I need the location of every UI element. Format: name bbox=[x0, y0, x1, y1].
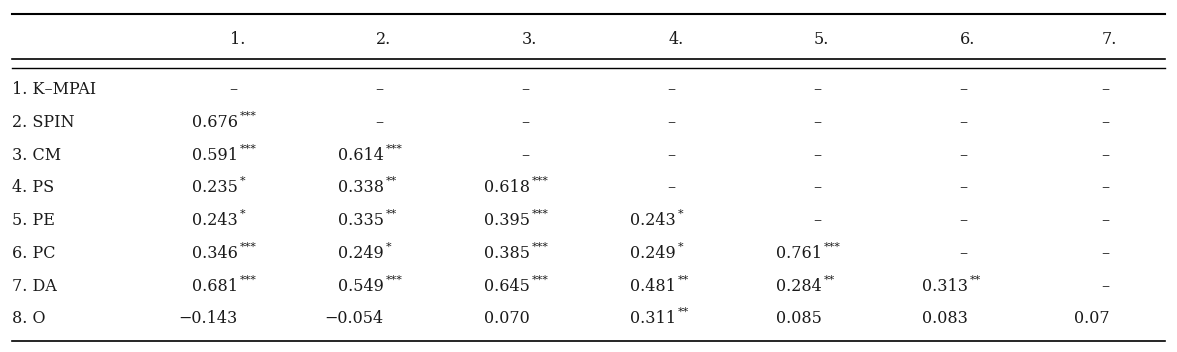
Text: 0.249: 0.249 bbox=[338, 245, 384, 262]
Text: ***: *** bbox=[386, 275, 403, 284]
Text: 0.385: 0.385 bbox=[484, 245, 530, 262]
Text: 0.249: 0.249 bbox=[630, 245, 676, 262]
Text: –: – bbox=[1102, 147, 1110, 164]
Text: –: – bbox=[1102, 278, 1110, 295]
Text: 0.235: 0.235 bbox=[192, 180, 238, 196]
Text: 0.481: 0.481 bbox=[630, 278, 676, 295]
Text: 0.243: 0.243 bbox=[630, 212, 676, 229]
Text: –: – bbox=[959, 81, 967, 98]
Text: –: – bbox=[959, 114, 967, 131]
Text: 0.338: 0.338 bbox=[338, 180, 384, 196]
Text: 0.083: 0.083 bbox=[922, 310, 967, 327]
Text: **: ** bbox=[970, 275, 982, 284]
Text: 0.085: 0.085 bbox=[776, 310, 822, 327]
Text: −0.054: −0.054 bbox=[325, 310, 384, 327]
Text: ***: *** bbox=[532, 176, 548, 186]
Text: 3.: 3. bbox=[523, 31, 538, 48]
Text: 0.243: 0.243 bbox=[192, 212, 238, 229]
Text: **: ** bbox=[678, 307, 690, 317]
Text: *: * bbox=[678, 242, 684, 252]
Text: 2. SPIN: 2. SPIN bbox=[12, 114, 74, 131]
Text: ***: *** bbox=[532, 242, 548, 252]
Text: –: – bbox=[813, 180, 822, 196]
Text: ***: *** bbox=[386, 144, 403, 153]
Text: –: – bbox=[521, 147, 530, 164]
Text: 0.07: 0.07 bbox=[1073, 310, 1110, 327]
Text: –: – bbox=[667, 180, 676, 196]
Text: 0.681: 0.681 bbox=[192, 278, 238, 295]
Text: 0.311: 0.311 bbox=[630, 310, 676, 327]
Text: –: – bbox=[667, 147, 676, 164]
Text: 0.761: 0.761 bbox=[776, 245, 822, 262]
Text: –: – bbox=[667, 114, 676, 131]
Text: 6. PC: 6. PC bbox=[12, 245, 55, 262]
Text: *: * bbox=[678, 209, 684, 219]
Text: –: – bbox=[959, 245, 967, 262]
Text: –: – bbox=[375, 114, 384, 131]
Text: 3. CM: 3. CM bbox=[12, 147, 61, 164]
Text: 0.645: 0.645 bbox=[484, 278, 530, 295]
Text: 0.284: 0.284 bbox=[776, 278, 822, 295]
Text: –: – bbox=[1102, 81, 1110, 98]
Text: *: * bbox=[386, 242, 392, 252]
Text: 6.: 6. bbox=[960, 31, 976, 48]
Text: ***: *** bbox=[240, 111, 257, 121]
Text: ***: *** bbox=[240, 144, 257, 153]
Text: 0.676: 0.676 bbox=[192, 114, 238, 131]
Text: 0.618: 0.618 bbox=[484, 180, 530, 196]
Text: –: – bbox=[813, 114, 822, 131]
Text: ***: *** bbox=[824, 242, 840, 252]
Text: 0.549: 0.549 bbox=[338, 278, 384, 295]
Text: –: – bbox=[959, 180, 967, 196]
Text: 8. O: 8. O bbox=[12, 310, 45, 327]
Text: –: – bbox=[1102, 212, 1110, 229]
Text: 0.614: 0.614 bbox=[338, 147, 384, 164]
Text: 0.070: 0.070 bbox=[484, 310, 530, 327]
Text: 1.: 1. bbox=[231, 31, 246, 48]
Text: ***: *** bbox=[240, 242, 257, 252]
Text: 5.: 5. bbox=[814, 31, 830, 48]
Text: –: – bbox=[1102, 180, 1110, 196]
Text: 0.346: 0.346 bbox=[192, 245, 238, 262]
Text: 4.: 4. bbox=[669, 31, 684, 48]
Text: –: – bbox=[521, 114, 530, 131]
Text: –: – bbox=[230, 81, 238, 98]
Text: 0.335: 0.335 bbox=[338, 212, 384, 229]
Text: **: ** bbox=[386, 209, 398, 219]
Text: –: – bbox=[813, 147, 822, 164]
Text: –: – bbox=[375, 81, 384, 98]
Text: **: ** bbox=[678, 275, 690, 284]
Text: *: * bbox=[240, 176, 246, 186]
Text: *: * bbox=[240, 209, 246, 219]
Text: –: – bbox=[959, 147, 967, 164]
Text: –: – bbox=[521, 81, 530, 98]
Text: 4. PS: 4. PS bbox=[12, 180, 54, 196]
Text: 2.: 2. bbox=[377, 31, 392, 48]
Text: –: – bbox=[813, 212, 822, 229]
Text: –: – bbox=[1102, 245, 1110, 262]
Text: −0.143: −0.143 bbox=[179, 310, 238, 327]
Text: 0.313: 0.313 bbox=[922, 278, 967, 295]
Text: ***: *** bbox=[532, 209, 548, 219]
Text: 1. K–MPAI: 1. K–MPAI bbox=[12, 81, 95, 98]
Text: **: ** bbox=[386, 176, 398, 186]
Text: –: – bbox=[959, 212, 967, 229]
Text: 0.395: 0.395 bbox=[484, 212, 530, 229]
Text: –: – bbox=[813, 81, 822, 98]
Text: –: – bbox=[1102, 114, 1110, 131]
Text: 7. DA: 7. DA bbox=[12, 278, 56, 295]
Text: ***: *** bbox=[240, 275, 257, 284]
Text: 0.591: 0.591 bbox=[192, 147, 238, 164]
Text: 5. PE: 5. PE bbox=[12, 212, 54, 229]
Text: **: ** bbox=[824, 275, 836, 284]
Text: ***: *** bbox=[532, 275, 548, 284]
Text: 7.: 7. bbox=[1102, 31, 1117, 48]
Text: –: – bbox=[667, 81, 676, 98]
